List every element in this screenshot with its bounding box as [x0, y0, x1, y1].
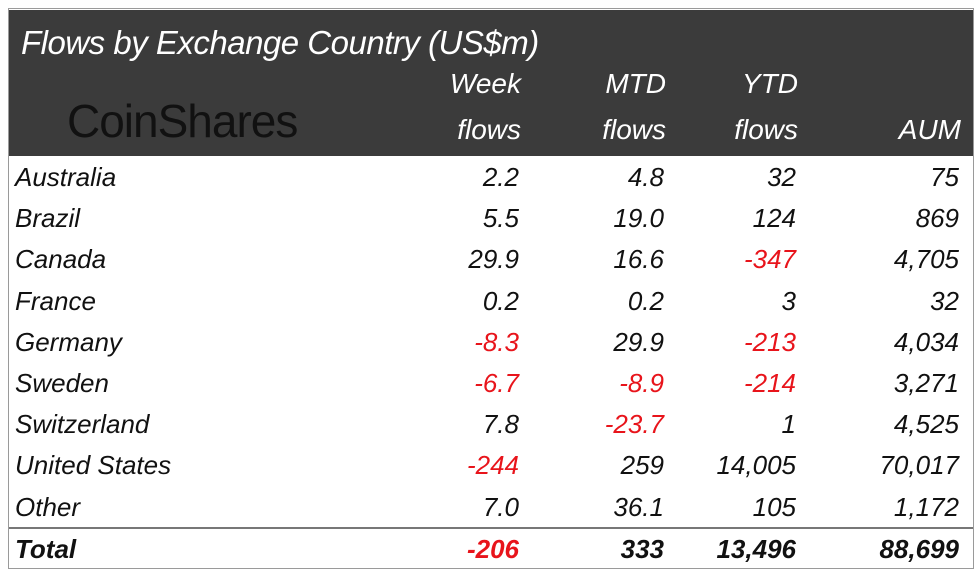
aum-cell: 70,017 — [879, 450, 959, 481]
country-name: United States — [15, 450, 172, 481]
ytd-flows-cell: 32 — [767, 162, 796, 192]
total-separator — [9, 527, 973, 529]
mtd-flows-cell: 36.1 — [613, 491, 664, 522]
table-frame — [8, 8, 974, 569]
week-flows-cell: 5.5 — [482, 203, 519, 234]
country-name: Canada — [15, 244, 107, 275]
week-flows-cell: -8.3 — [474, 326, 519, 357]
country-name: France — [15, 285, 96, 316]
mtd-flows-cell: 16.6 — [613, 244, 664, 275]
aum-cell: 32 — [930, 285, 959, 316]
table-row: Australia 2.2 4.8 32 75 — [9, 157, 973, 198]
aum-cell: 88,699 — [879, 534, 959, 564]
aum-cell: 1,172 — [893, 491, 959, 522]
table-row: Other 7.0 36.1 105 1,172 — [9, 487, 973, 528]
table-row: Sweden -6.7 -8.9 -214 3,271 — [9, 363, 973, 404]
aum-cell: 869 — [915, 203, 959, 234]
country-name: Brazil — [15, 203, 81, 234]
mtd-flows-cell: 333 — [620, 534, 664, 564]
week-flows-cell: 7.0 — [482, 491, 519, 522]
week-flows-cell: -206 — [466, 534, 519, 564]
coinshares-logo: CoinShares — [67, 95, 298, 147]
total-row: Total -206 333 13,496 88,699 — [9, 529, 973, 570]
ytd-flows-cell: 1 — [781, 409, 796, 440]
table-row: Switzerland 7.8 -23.7 1 4,525 — [9, 404, 973, 445]
week-flows-cell: 29.9 — [468, 244, 519, 275]
week-flows-cell: -6.7 — [474, 368, 519, 398]
mtd-flows-cell: -23.7 — [604, 409, 664, 440]
table-row: United States -244 259 14,005 70,017 — [9, 445, 973, 486]
ytd-flows-cell: 105 — [752, 491, 796, 522]
country-name: Total — [15, 534, 77, 564]
aum-cell: 4,705 — [893, 244, 959, 275]
ytd-flows-cell: -214 — [743, 368, 796, 398]
mtd-flows-cell: 29.9 — [613, 326, 664, 357]
week-flows-cell: 2.2 — [482, 162, 519, 192]
ytd-flows-cell: -213 — [743, 326, 796, 357]
ytd-flows-cell: 3 — [781, 285, 796, 316]
mtd-flows-cell: 259 — [620, 450, 664, 481]
country-name: Australia — [15, 162, 117, 192]
week-flows-cell: 0.2 — [482, 285, 519, 316]
aum-cell: 3,271 — [893, 368, 959, 398]
mtd-flows-cell: -8.9 — [619, 368, 664, 398]
mtd-flows-cell: 0.2 — [627, 285, 664, 316]
table-row: Canada 29.9 16.6 -347 4,705 — [9, 239, 973, 280]
table-header: Flows by Exchange Country (US$m) CoinSha… — [9, 10, 973, 156]
aum-cell: 75 — [930, 162, 959, 192]
col-mtd-top: MTD — [605, 68, 666, 99]
aum-cell: 4,034 — [893, 326, 959, 357]
country-name: Other — [15, 491, 81, 522]
col-aum: AUM — [898, 114, 961, 145]
aum-cell: 4,525 — [893, 409, 959, 440]
country-name: Sweden — [15, 368, 109, 398]
col-week-top: Week — [449, 68, 521, 99]
table-row: Germany -8.3 29.9 -213 4,034 — [9, 322, 973, 363]
mtd-flows-cell: 19.0 — [613, 203, 664, 234]
table-title: Flows by Exchange Country (US$m) — [21, 24, 539, 61]
ytd-flows-cell: 124 — [752, 203, 796, 234]
table-row: France 0.2 0.2 3 32 — [9, 281, 973, 322]
week-flows-cell: 7.8 — [482, 409, 519, 440]
col-ytd-top: YTD — [742, 68, 798, 99]
table-row: Brazil 5.5 19.0 124 869 — [9, 198, 973, 239]
col-mtd-bottom: flows — [602, 114, 666, 145]
country-name: Germany — [15, 326, 122, 357]
ytd-flows-cell: -347 — [743, 244, 796, 275]
mtd-flows-cell: 4.8 — [627, 162, 664, 192]
col-week-bottom: flows — [457, 114, 521, 145]
ytd-flows-cell: 13,496 — [716, 534, 796, 564]
ytd-flows-cell: 14,005 — [716, 450, 796, 481]
week-flows-cell: -244 — [466, 450, 519, 481]
col-ytd-bottom: flows — [734, 114, 798, 145]
country-name: Switzerland — [15, 409, 150, 440]
